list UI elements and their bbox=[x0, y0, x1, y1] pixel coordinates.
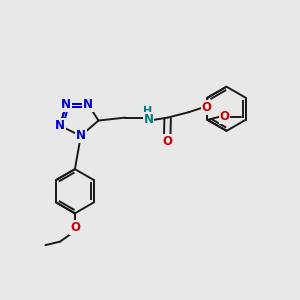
Text: O: O bbox=[162, 135, 172, 148]
Text: O: O bbox=[70, 221, 80, 234]
Text: O: O bbox=[220, 110, 230, 123]
Text: O: O bbox=[202, 101, 212, 114]
Text: N: N bbox=[61, 98, 71, 111]
Text: H: H bbox=[143, 106, 152, 116]
Text: N: N bbox=[55, 119, 65, 132]
Text: N: N bbox=[143, 112, 154, 126]
Text: N: N bbox=[76, 129, 86, 142]
Text: N: N bbox=[83, 98, 93, 111]
